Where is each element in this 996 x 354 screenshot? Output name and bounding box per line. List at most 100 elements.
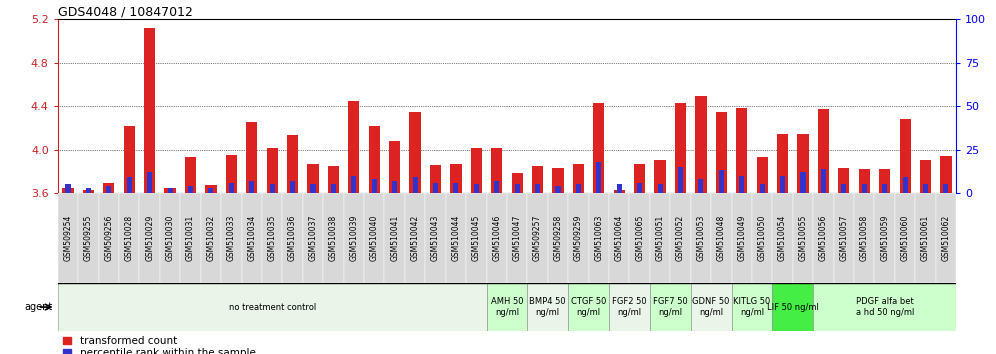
Bar bbox=[691, 283, 731, 331]
Text: GSM510050: GSM510050 bbox=[758, 215, 767, 261]
Bar bbox=[691, 193, 711, 283]
Bar bbox=[200, 193, 221, 283]
Bar bbox=[752, 193, 773, 283]
Bar bbox=[290, 181, 295, 193]
Bar bbox=[528, 193, 548, 283]
Bar bbox=[311, 184, 316, 193]
Bar bbox=[412, 177, 417, 193]
Bar bbox=[879, 169, 890, 193]
Text: no treatment control: no treatment control bbox=[228, 303, 316, 312]
Bar bbox=[99, 193, 120, 283]
Bar bbox=[372, 179, 376, 193]
Bar bbox=[568, 283, 610, 331]
Bar bbox=[657, 184, 662, 193]
Bar bbox=[120, 193, 139, 283]
Bar bbox=[915, 193, 936, 283]
Legend: transformed count, percentile rank within the sample: transformed count, percentile rank withi… bbox=[63, 336, 256, 354]
Bar bbox=[594, 103, 605, 193]
Bar bbox=[698, 179, 703, 193]
Bar bbox=[124, 126, 134, 193]
Bar bbox=[270, 184, 275, 193]
Bar bbox=[58, 283, 486, 331]
Bar bbox=[798, 135, 809, 193]
Text: GSM510053: GSM510053 bbox=[696, 215, 705, 261]
Bar bbox=[262, 193, 283, 283]
Bar bbox=[139, 193, 159, 283]
Text: GDNF 50
ng/ml: GDNF 50 ng/ml bbox=[692, 297, 730, 317]
Bar bbox=[854, 193, 874, 283]
Text: GSM510057: GSM510057 bbox=[840, 215, 849, 261]
Text: GSM510061: GSM510061 bbox=[921, 215, 930, 261]
Bar bbox=[923, 184, 928, 193]
Bar bbox=[323, 193, 344, 283]
Bar bbox=[773, 193, 793, 283]
Text: GSM510034: GSM510034 bbox=[247, 215, 256, 261]
Text: KITLG 50
ng/ml: KITLG 50 ng/ml bbox=[733, 297, 771, 317]
Bar bbox=[267, 148, 278, 193]
Bar bbox=[507, 193, 528, 283]
Bar bbox=[246, 122, 257, 193]
Bar bbox=[185, 157, 196, 193]
Bar bbox=[637, 183, 642, 193]
Bar bbox=[159, 193, 180, 283]
Text: GSM510033: GSM510033 bbox=[227, 215, 236, 261]
Bar bbox=[104, 183, 115, 193]
Bar bbox=[242, 193, 262, 283]
Bar bbox=[675, 103, 686, 193]
Text: GSM510062: GSM510062 bbox=[941, 215, 950, 261]
Text: GSM510065: GSM510065 bbox=[635, 215, 644, 261]
Bar bbox=[491, 148, 502, 193]
Bar bbox=[943, 184, 948, 193]
Bar bbox=[474, 184, 479, 193]
Bar bbox=[801, 172, 806, 193]
Text: GSM510060: GSM510060 bbox=[900, 215, 909, 261]
Bar bbox=[226, 155, 237, 193]
Bar bbox=[66, 184, 71, 193]
Bar bbox=[446, 193, 466, 283]
Bar bbox=[107, 186, 112, 193]
Bar bbox=[556, 186, 561, 193]
Text: GSM510046: GSM510046 bbox=[492, 215, 501, 261]
Text: GSM510047: GSM510047 bbox=[513, 215, 522, 261]
Text: GSM510044: GSM510044 bbox=[451, 215, 460, 261]
Bar bbox=[221, 193, 242, 283]
Bar bbox=[283, 193, 303, 283]
Bar bbox=[670, 193, 691, 283]
Text: GSM510059: GSM510059 bbox=[880, 215, 889, 261]
Text: GSM510058: GSM510058 bbox=[860, 215, 869, 261]
Text: GSM510049: GSM510049 bbox=[737, 215, 746, 261]
Bar bbox=[839, 168, 850, 193]
Bar bbox=[453, 183, 458, 193]
Text: GDS4048 / 10847012: GDS4048 / 10847012 bbox=[58, 5, 192, 18]
Text: LIF 50 ng/ml: LIF 50 ng/ml bbox=[767, 303, 819, 312]
Text: GSM510038: GSM510038 bbox=[329, 215, 338, 261]
Bar bbox=[834, 193, 854, 283]
Bar bbox=[736, 108, 747, 193]
Bar bbox=[450, 164, 461, 193]
Bar bbox=[654, 160, 665, 193]
Text: GSM510048: GSM510048 bbox=[717, 215, 726, 261]
Bar bbox=[328, 166, 339, 193]
Bar bbox=[344, 193, 365, 283]
Bar bbox=[389, 141, 400, 193]
Bar bbox=[553, 168, 564, 193]
Bar bbox=[573, 164, 584, 193]
Bar bbox=[902, 177, 907, 193]
Text: GSM510051: GSM510051 bbox=[655, 215, 664, 261]
Bar bbox=[678, 167, 683, 193]
Bar bbox=[392, 181, 397, 193]
Text: GSM509254: GSM509254 bbox=[64, 215, 73, 261]
Bar bbox=[793, 193, 813, 283]
Text: GSM509257: GSM509257 bbox=[533, 215, 542, 261]
Bar bbox=[610, 283, 650, 331]
Bar bbox=[859, 169, 870, 193]
Bar bbox=[882, 184, 887, 193]
Bar bbox=[369, 126, 379, 193]
Bar bbox=[384, 193, 404, 283]
Text: GSM510039: GSM510039 bbox=[350, 215, 359, 261]
Bar bbox=[208, 188, 213, 193]
Bar bbox=[634, 164, 645, 193]
Text: GSM510036: GSM510036 bbox=[288, 215, 297, 261]
Bar bbox=[249, 181, 254, 193]
Bar bbox=[695, 96, 706, 193]
